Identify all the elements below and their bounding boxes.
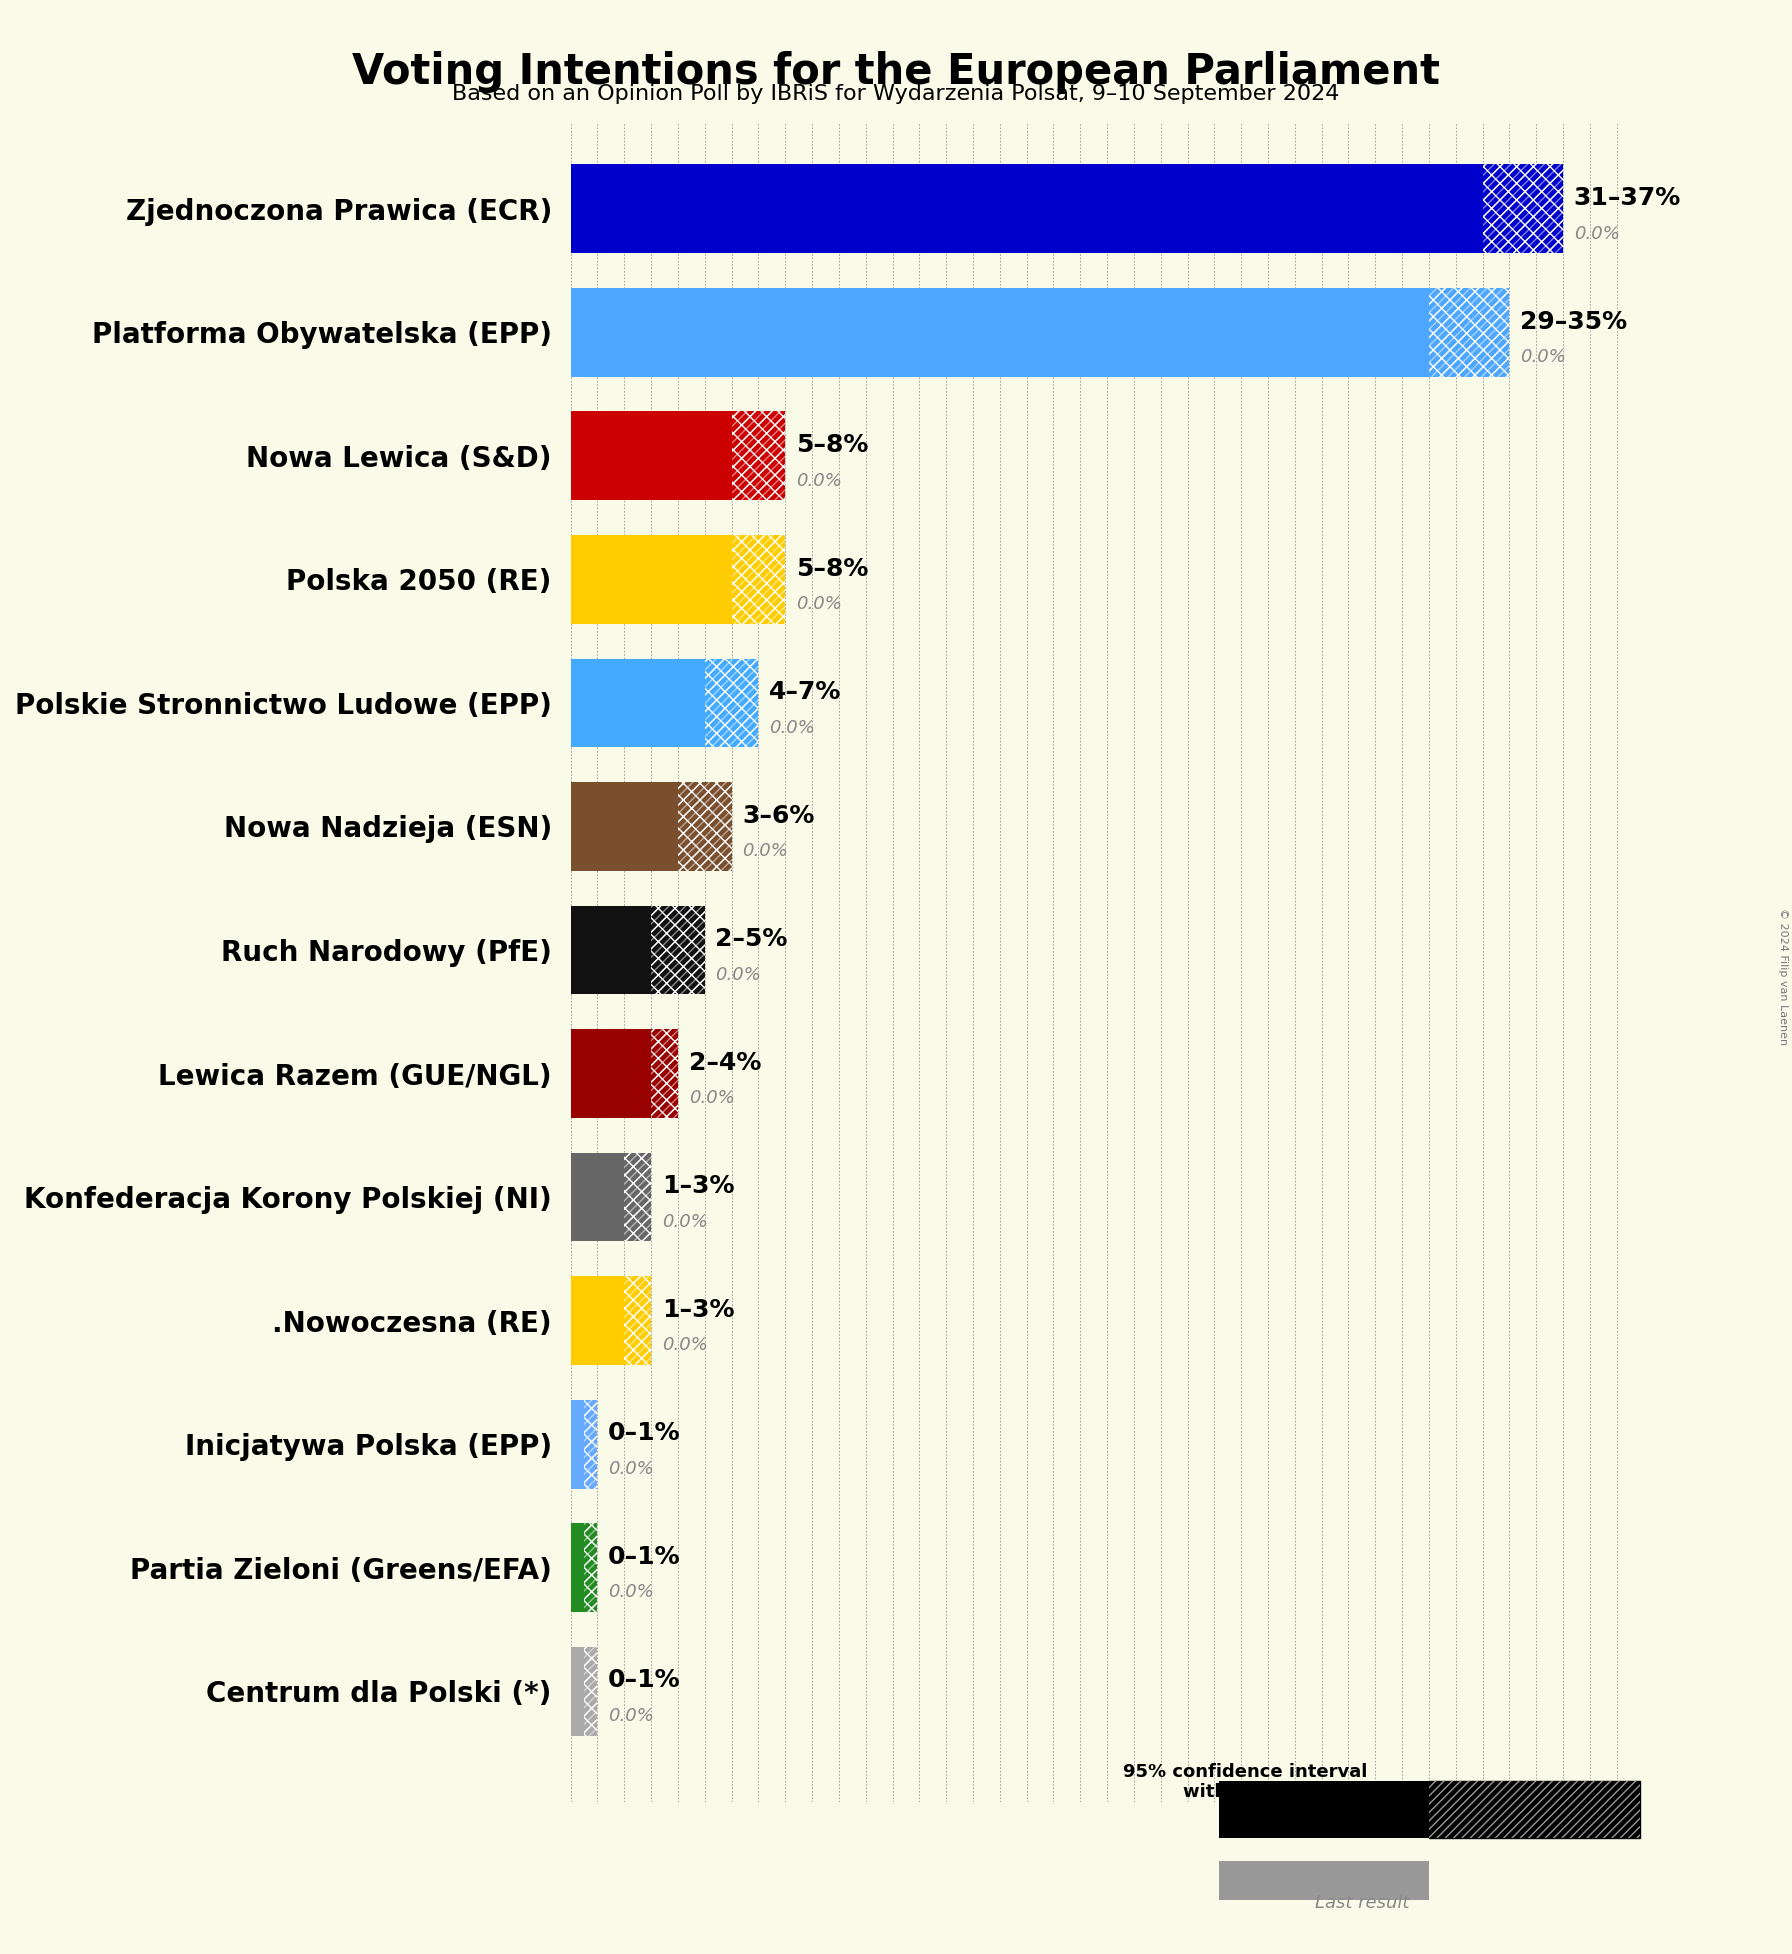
Text: 0.0%: 0.0%: [607, 1583, 654, 1602]
Text: 5–8%: 5–8%: [796, 557, 869, 580]
Text: © 2024 Filip van Laenen: © 2024 Filip van Laenen: [1778, 909, 1788, 1045]
Bar: [624, 1276, 650, 1366]
Bar: [704, 658, 758, 748]
Bar: [650, 1030, 677, 1118]
Text: 4–7%: 4–7%: [769, 680, 842, 703]
Bar: [1428, 287, 1509, 377]
Text: Voting Intentions for the European Parliament: Voting Intentions for the European Parli…: [351, 51, 1441, 92]
Bar: [570, 1399, 584, 1489]
Bar: [624, 1276, 650, 1366]
Bar: [677, 782, 731, 871]
Bar: [570, 658, 704, 748]
Bar: [570, 1153, 624, 1241]
Bar: [731, 412, 785, 500]
Bar: [584, 1522, 597, 1612]
Bar: [731, 535, 785, 623]
Bar: [1428, 287, 1509, 377]
Bar: [704, 658, 758, 748]
Bar: [677, 782, 731, 871]
Text: 0.0%: 0.0%: [1520, 348, 1566, 365]
Bar: [570, 782, 677, 871]
Bar: [584, 1522, 597, 1612]
Bar: [570, 412, 731, 500]
Bar: [1482, 164, 1563, 254]
Text: 29–35%: 29–35%: [1520, 311, 1627, 334]
Text: 0.0%: 0.0%: [607, 1708, 654, 1725]
Bar: [570, 1276, 624, 1366]
Bar: [1430, 1782, 1640, 1837]
Text: 0.0%: 0.0%: [742, 842, 788, 860]
Bar: [584, 1647, 597, 1735]
Text: 1–3%: 1–3%: [661, 1297, 735, 1321]
Text: 1–3%: 1–3%: [661, 1174, 735, 1198]
Text: 31–37%: 31–37%: [1573, 186, 1681, 211]
Bar: [584, 1399, 597, 1489]
Bar: [570, 1522, 584, 1612]
Text: 0.0%: 0.0%: [715, 965, 762, 985]
Bar: [731, 535, 785, 623]
Bar: [570, 905, 650, 995]
Bar: [731, 412, 785, 500]
Bar: [570, 287, 1428, 377]
Text: 0–1%: 0–1%: [607, 1421, 681, 1446]
Text: 0.0%: 0.0%: [607, 1460, 654, 1477]
Text: 95% confidence interval
with median: 95% confidence interval with median: [1124, 1763, 1367, 1802]
Bar: [570, 1647, 584, 1735]
Bar: [584, 1522, 597, 1612]
Bar: [570, 1030, 650, 1118]
Bar: [584, 1647, 597, 1735]
Text: 0.0%: 0.0%: [688, 1090, 735, 1108]
Bar: [650, 905, 704, 995]
Bar: [1482, 164, 1563, 254]
Bar: [731, 412, 785, 500]
Text: 0.0%: 0.0%: [661, 1337, 708, 1354]
Bar: [650, 1030, 677, 1118]
Bar: [624, 1153, 650, 1241]
Text: 0.0%: 0.0%: [661, 1213, 708, 1231]
Text: 0.0%: 0.0%: [796, 596, 842, 614]
Bar: [1219, 1860, 1430, 1899]
Bar: [584, 1399, 597, 1489]
Text: 3–6%: 3–6%: [742, 803, 815, 828]
Text: 0.0%: 0.0%: [769, 719, 815, 737]
Bar: [650, 905, 704, 995]
Bar: [650, 905, 704, 995]
Text: 0–1%: 0–1%: [607, 1669, 681, 1692]
Bar: [1430, 1782, 1640, 1837]
Text: 5–8%: 5–8%: [796, 434, 869, 457]
Bar: [570, 535, 731, 623]
Bar: [624, 1276, 650, 1366]
Bar: [570, 164, 1482, 254]
Bar: [1219, 1782, 1430, 1837]
Bar: [704, 658, 758, 748]
Text: 2–5%: 2–5%: [715, 928, 788, 952]
Bar: [1428, 287, 1509, 377]
Text: 0.0%: 0.0%: [796, 471, 842, 490]
Bar: [650, 1030, 677, 1118]
Bar: [624, 1153, 650, 1241]
Text: Last result: Last result: [1315, 1893, 1409, 1913]
Bar: [584, 1399, 597, 1489]
Text: 0.0%: 0.0%: [1573, 225, 1620, 242]
Bar: [677, 782, 731, 871]
Text: Based on an Opinion Poll by IBRiS for Wydarzenia Polsat, 9–10 September 2024: Based on an Opinion Poll by IBRiS for Wy…: [452, 84, 1340, 104]
Text: 2–4%: 2–4%: [688, 1051, 762, 1075]
Text: 0–1%: 0–1%: [607, 1546, 681, 1569]
Bar: [1482, 164, 1563, 254]
Bar: [731, 535, 785, 623]
Bar: [584, 1647, 597, 1735]
Bar: [624, 1153, 650, 1241]
